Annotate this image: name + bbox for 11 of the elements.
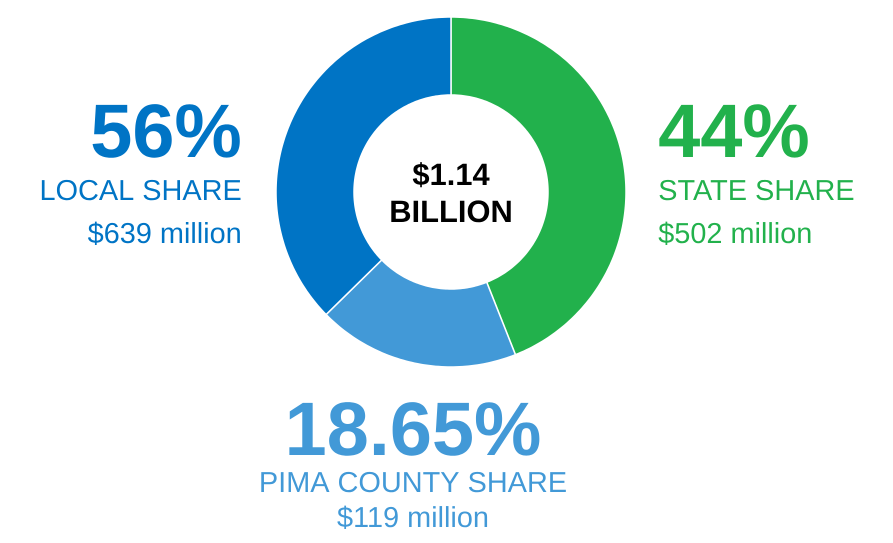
text: $1.14 <box>412 162 490 188</box>
text: BILLION <box>391 200 511 222</box>
text: $502 million <box>658 222 810 245</box>
slice-label: PIMA COUNTY SHARE <box>261 472 566 492</box>
data-label: 44% <box>659 104 808 158</box>
text: LOCAL SHARE <box>42 180 241 200</box>
text: $639 million <box>88 222 240 245</box>
text: 56% <box>92 104 240 158</box>
data-label: 18.65% <box>289 402 540 456</box>
text: $119 million <box>337 506 488 529</box>
slice-label: STATE SHARE <box>660 180 854 200</box>
